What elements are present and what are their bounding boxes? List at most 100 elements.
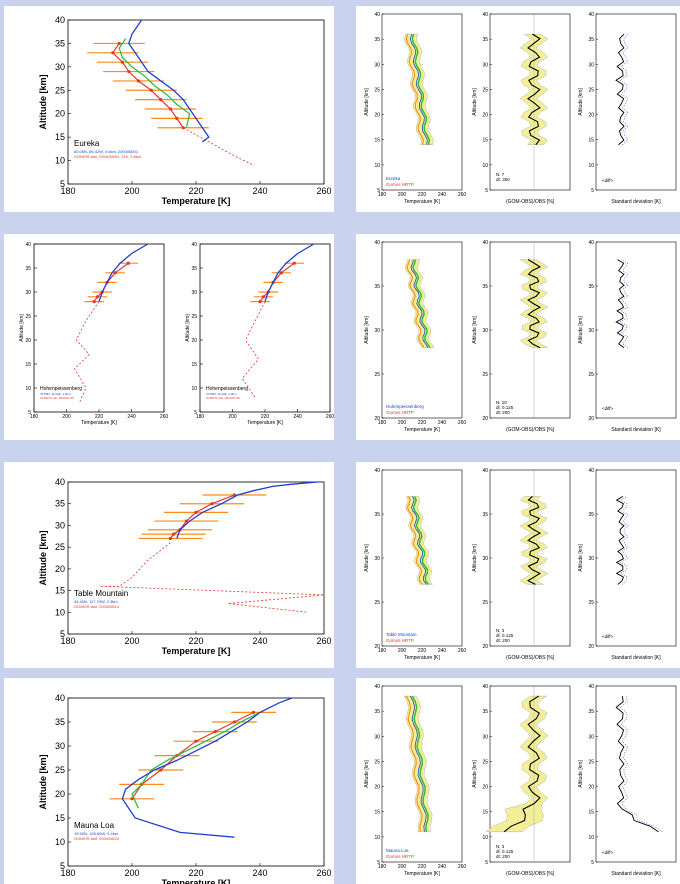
x-tick-label: 260	[316, 868, 331, 878]
compare-x-tick: 260	[458, 864, 467, 870]
compare-x-tick: 260	[458, 648, 467, 654]
mauna-loa-temperature-plot: 180 200 220 240 260 5 10 15 20 25 30 35 40 Temperatur…	[38, 693, 332, 884]
compare-y-tick: 35	[588, 512, 594, 518]
gomos-line	[131, 711, 254, 800]
compare-y-tick: 25	[482, 600, 488, 606]
compare-y-tick: 25	[374, 600, 380, 606]
uncertainty-band	[485, 695, 549, 832]
x-tick-label: 260	[326, 414, 334, 420]
gomos-point	[213, 730, 217, 734]
gomos-mean-line	[406, 259, 425, 348]
compare-x-tick: 200	[398, 648, 407, 654]
legend-lidar: Table Mountain	[386, 632, 417, 637]
model-line	[131, 711, 261, 809]
compare-y-tick: 20	[374, 113, 380, 119]
y-tick-label: 25	[191, 314, 197, 320]
compare-y-tick: 25	[482, 759, 488, 765]
compare-x-label: (GOM-OBS)/OBS [%]	[506, 871, 555, 877]
std-diff-line	[615, 33, 625, 146]
x-tick-label: 260	[316, 186, 331, 196]
compare-y-tick: 20	[374, 644, 380, 650]
compare-x-label: Temperature [K]	[404, 871, 440, 877]
compare-x-label: Standard deviation [K]	[611, 199, 661, 205]
y-tick-label: 10	[55, 156, 65, 166]
compare-y-tick: 20	[482, 113, 488, 119]
x-tick-label: 180	[60, 636, 75, 646]
model-mean-line	[412, 496, 430, 585]
compare-y-tick: 30	[374, 734, 380, 740]
y-tick-label: 30	[55, 520, 65, 530]
compare-y-tick: 40	[588, 240, 594, 246]
stats-line: dt: 200	[496, 638, 510, 643]
hohenpeissenberg-profile-panel: 180 200 220 240 260 5 10 15 20 25 30 35 40 Temperatur…	[4, 234, 334, 440]
stats-line: N: 7	[496, 172, 505, 177]
station-name: Eureka	[74, 139, 100, 148]
compare-y-tick: 40	[482, 468, 488, 474]
y-tick-label: 30	[25, 290, 31, 296]
gomos-point	[258, 300, 262, 304]
gomos-point	[126, 261, 130, 265]
compare-x-tick: 240	[438, 864, 447, 870]
y-tick-label: 10	[191, 386, 197, 392]
compare-x-label: Temperature [K]	[404, 427, 440, 433]
compare-x-tick: 220	[418, 420, 427, 426]
lidar-meta: 47.80N, 11.02E, 1.0km	[40, 392, 71, 396]
x-tick-label: 240	[252, 186, 267, 196]
y-tick-label: 5	[60, 179, 65, 189]
compare-y-tick: 35	[588, 284, 594, 290]
compare-y-tick: 20	[588, 113, 594, 119]
compare-y-tick: 20	[374, 416, 380, 422]
x-tick-label: 220	[261, 414, 270, 420]
y-tick-label: 40	[191, 242, 197, 248]
compare-y-tick: 10	[374, 163, 380, 169]
compare-y-tick: 30	[588, 734, 594, 740]
x-tick-label: 240	[252, 636, 267, 646]
compare-y-tick: 5	[377, 860, 380, 866]
y-tick-label: 15	[55, 586, 65, 596]
std-diff-line	[615, 496, 625, 585]
station-name: Table Mountain	[74, 589, 128, 598]
plot-frame	[67, 481, 325, 635]
x-tick-label: 220	[188, 868, 203, 878]
model-mean-line	[411, 33, 431, 145]
y-tick-label: 15	[191, 362, 197, 368]
std-lidar-line	[619, 33, 629, 145]
compare-y-tick: 35	[482, 284, 488, 290]
compare-y-tick: 10	[588, 163, 594, 169]
compare-y-tick: 25	[588, 372, 594, 378]
gomos-tail-line	[241, 301, 266, 398]
compare-y-tick: 30	[374, 556, 380, 562]
compare-x-tick: 260	[458, 192, 467, 198]
compare-y-tick: 20	[482, 416, 488, 422]
eureka-profile-panel: 180 200 220 240 260 5 10 15 20 25 30 35 40 Temperatur…	[4, 6, 334, 212]
x-tick-label: 200	[62, 414, 71, 420]
y-axis-label: Altitude [km]	[38, 530, 48, 585]
y-tick-label: 10	[25, 386, 31, 392]
y-axis-label: Altitude [km]	[38, 754, 48, 809]
compare-y-tick: 30	[482, 734, 488, 740]
compare-y-tick: 40	[374, 468, 380, 474]
x-tick-label: 240	[127, 414, 136, 420]
lidar-mean-line	[409, 33, 428, 145]
gomos-point	[168, 536, 172, 541]
compare-x-tick: 180	[378, 192, 387, 198]
std-lidar-line	[619, 259, 629, 348]
compare-frame	[381, 685, 463, 863]
compare-x-tick: 220	[418, 192, 427, 198]
gomos-meta: GOMOS star, 2004/08/01, 21h, 0.6km	[74, 154, 142, 159]
legend-lidar: Eureka	[386, 176, 401, 181]
diff-mean-line	[503, 695, 541, 833]
x-axis-label: Temperature [K]	[247, 420, 283, 426]
gomos-meta: GOMOS star, 2004/07/15	[40, 396, 74, 400]
compare-y-tick: 20	[482, 644, 488, 650]
mauna-loa-profile-panel: 180 200 220 240 260 5 10 15 20 25 30 35 40 Temperatur…	[4, 678, 334, 884]
compare-y-tick: 5	[485, 860, 488, 866]
gomos-point	[232, 720, 236, 724]
x-axis-label: Temperature [K]	[81, 420, 117, 426]
compare-y-label: Altitude [km]	[364, 88, 370, 116]
lidar-meta: 47.80N, 11.02E, 1.0km	[206, 392, 237, 396]
compare-y-tick: 10	[482, 163, 488, 169]
gomos-point	[292, 261, 296, 265]
compare-y-tick: 25	[588, 759, 594, 765]
model-mean-line	[411, 695, 429, 832]
